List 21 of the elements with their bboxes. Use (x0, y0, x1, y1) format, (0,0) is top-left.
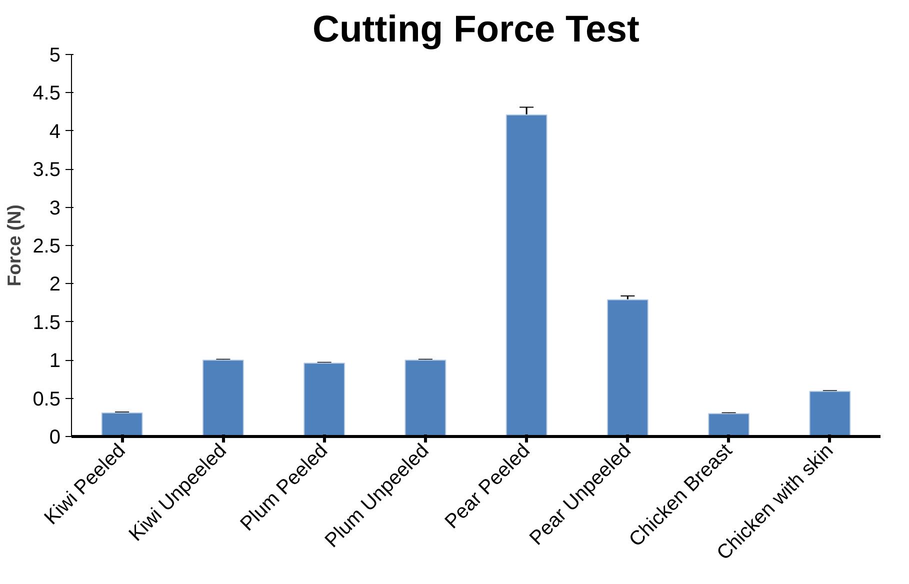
bar (708, 413, 750, 436)
bar (606, 299, 648, 436)
bar (304, 362, 346, 436)
chart-title: Cutting Force Test (312, 8, 640, 50)
y-tick-label: 1 (49, 350, 60, 372)
y-tick-label: 0 (49, 426, 60, 448)
y-tick-label: 5 (49, 44, 60, 66)
bar (101, 412, 143, 436)
bar (809, 390, 851, 436)
y-tick-label: 3 (49, 197, 60, 220)
y-tick-label: 4.5 (32, 82, 61, 105)
y-tick-label: 4 (49, 120, 60, 143)
bar (202, 360, 244, 436)
y-tick-label: 2 (49, 274, 60, 296)
y-tick-label: 0.5 (32, 388, 61, 410)
y-tick-label: 1.5 (32, 312, 61, 334)
y-axis-title: Force (N) (4, 204, 25, 286)
y-tick-label: 2.5 (32, 236, 61, 258)
y-tick-label: 3.5 (32, 159, 61, 182)
bar (506, 114, 548, 436)
bar (404, 360, 446, 436)
